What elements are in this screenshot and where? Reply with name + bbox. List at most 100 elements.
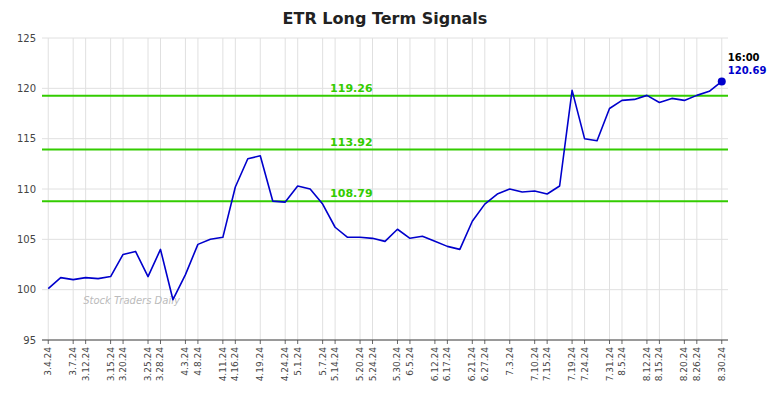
x-tick (235, 340, 236, 344)
x-tick-label: 3.4.24 (43, 347, 53, 376)
title: ETR Long Term Signals (283, 9, 488, 28)
x-tick (609, 340, 610, 344)
x-tick-label: 3.20.24 (118, 347, 128, 382)
x-tick (397, 340, 398, 344)
x-tick (472, 340, 473, 344)
x-grid-line (48, 38, 49, 340)
x-grid-line (572, 38, 573, 340)
x-tick-label: 5.20.24 (355, 347, 365, 382)
x-tick-label: 5.1.24 (293, 347, 303, 376)
x-tick-label: 8.20.24 (679, 347, 689, 382)
x-tick (372, 340, 373, 344)
x-tick (534, 340, 535, 344)
x-grid-line (484, 38, 485, 340)
x-tick (322, 340, 323, 344)
x-tick-label: 8.15.24 (654, 347, 664, 382)
x-tick-label: 8.26.24 (692, 347, 702, 382)
x-tick-label: 8.30.24 (717, 347, 727, 382)
x-tick-label: 6.12.24 (430, 347, 440, 382)
watermark: Stock Traders Daily (83, 295, 181, 306)
x-tick (447, 340, 448, 344)
hline-label: 113.92 (330, 136, 372, 149)
grid (42, 38, 728, 340)
x-tick (409, 340, 410, 344)
x-tick-label: 3.28.24 (155, 347, 165, 382)
hline (42, 149, 728, 151)
x-grid-line (222, 38, 223, 340)
x-tick-label: 7.3.24 (505, 347, 515, 376)
x-grid-line (197, 38, 198, 340)
y-grid-line (42, 289, 728, 290)
x-grid-line (472, 38, 473, 340)
x-tick-label: 8.12.24 (642, 347, 652, 382)
y-grid-line (42, 88, 728, 89)
x-tick (434, 340, 435, 344)
x-tick (48, 340, 49, 344)
x-grid-line (696, 38, 697, 340)
x-tick (197, 340, 198, 344)
y-grid-line (42, 138, 728, 139)
y-grid-line (42, 38, 728, 39)
x-tick (148, 340, 149, 344)
x-tick-label: 3.25.24 (143, 347, 153, 382)
x-tick (721, 340, 722, 344)
x-tick-label: 4.19.24 (255, 347, 265, 382)
hline (42, 95, 728, 97)
x-grid-line (285, 38, 286, 340)
x-tick (484, 340, 485, 344)
x-tick (110, 340, 111, 344)
x-tick (547, 340, 548, 344)
x-grid-line (397, 38, 398, 340)
x-grid-line (684, 38, 685, 340)
x-tick-label: 6.17.24 (442, 347, 452, 382)
x-grid-line (447, 38, 448, 340)
x-tick (584, 340, 585, 344)
x-tick-label: 3.7.24 (68, 347, 78, 376)
x-grid-line (185, 38, 186, 340)
x-grid-line (621, 38, 622, 340)
chart: ETR Long Term Signals9510010511011512012… (0, 0, 784, 398)
x-tick-label: 3.12.24 (81, 347, 91, 382)
y-grid-line (42, 340, 728, 341)
x-tick (646, 340, 647, 344)
x-axis-line (42, 340, 728, 341)
x-tick-label: 5.7.24 (318, 347, 328, 376)
x-tick-label: 6.27.24 (480, 347, 490, 382)
x-grid-line (322, 38, 323, 340)
annotation: 16:00 (728, 52, 760, 63)
end-dot (718, 77, 726, 85)
x-tick (696, 340, 697, 344)
x-tick-label: 5.30.24 (392, 347, 402, 382)
x-tick (360, 340, 361, 344)
x-tick-label: 6.5.24 (405, 347, 415, 376)
x-tick-label: 3.15.24 (106, 347, 116, 382)
x-tick (285, 340, 286, 344)
x-tick-label: 8.5.24 (617, 347, 627, 376)
x-tick (572, 340, 573, 344)
x-grid-line (659, 38, 660, 340)
x-grid-line (534, 38, 535, 340)
hline (42, 200, 728, 202)
x-grid-line (434, 38, 435, 340)
x-grid-line (409, 38, 410, 340)
x-grid-line (646, 38, 647, 340)
x-tick (297, 340, 298, 344)
y-tick-label: 125 (17, 33, 36, 44)
x-grid-line (609, 38, 610, 340)
x-tick (659, 340, 660, 344)
x-tick-label: 4.16.24 (230, 347, 240, 382)
x-tick-label: 5.14.24 (330, 347, 340, 382)
x-grid-line (584, 38, 585, 340)
hline-label: 108.79 (330, 187, 372, 200)
hline-label: 119.26 (330, 82, 373, 95)
x-tick (85, 340, 86, 344)
x-tick (73, 340, 74, 344)
x-tick-label: 4.3.24 (180, 347, 190, 376)
x-tick-label: 5.24.24 (368, 347, 378, 382)
y-tick-label: 105 (17, 234, 36, 245)
x-tick (621, 340, 622, 344)
x-tick-label: 7.24.24 (580, 347, 590, 382)
x-tick (160, 340, 161, 344)
y-tick-label: 100 (17, 284, 36, 295)
y-tick-label: 110 (17, 184, 36, 195)
